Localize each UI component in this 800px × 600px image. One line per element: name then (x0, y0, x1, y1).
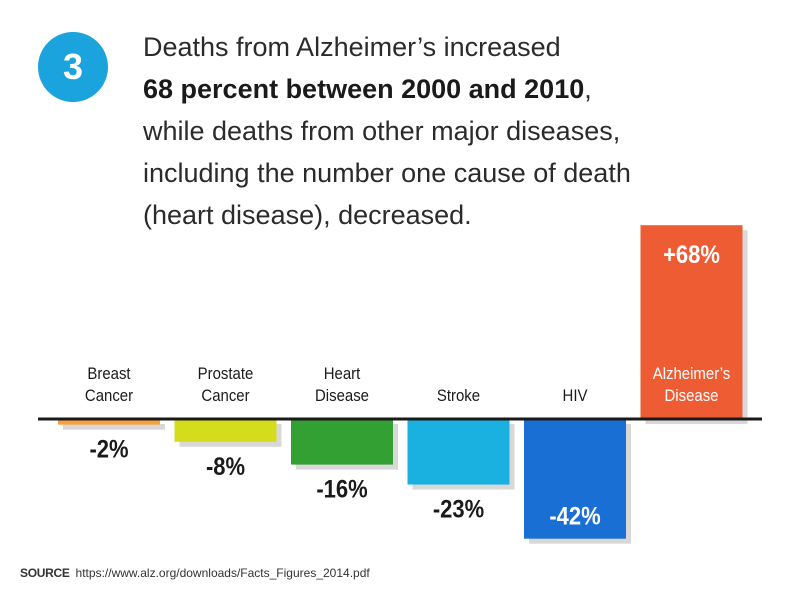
headline-line-4: including the number one cause of death (143, 158, 631, 188)
headline-emphasis: 68 percent between 2000 and 2010 (143, 74, 585, 104)
step-number-badge: 3 (38, 32, 108, 102)
step-number: 3 (62, 46, 84, 87)
value-label-heart-disease: -16% (316, 475, 367, 503)
source-label: SOURCE (20, 566, 70, 580)
headline-line-2-rest: , (584, 74, 592, 104)
value-label-hiv: -42% (549, 502, 600, 530)
category-label-prostate-cancer: Cancer (201, 387, 250, 405)
value-label-prostate-cancer: -8% (206, 453, 245, 481)
headline-line-1: Deaths from Alzheimer’s increased (143, 32, 561, 62)
source-note: SOURCE https://www.alz.org/downloads/Fact… (20, 566, 370, 580)
category-label-heart-disease: Heart (324, 365, 361, 383)
value-label-alzheimer-s-disease: +68% (663, 241, 720, 269)
value-label-breast-cancer: -2% (89, 435, 128, 463)
headline-line-5: (heart disease), decreased. (143, 200, 472, 230)
headline-line-2: 68 percent between 2000 and 2010, (143, 68, 783, 110)
bar-prostate-cancer (174, 419, 277, 442)
bar-stroke (407, 419, 510, 485)
category-label-heart-disease: Disease (315, 387, 369, 405)
category-label-alzheimer-s-disease: Disease (664, 387, 718, 405)
category-label-breast-cancer: Breast (87, 365, 131, 383)
bar-alzheimer-s-disease (640, 225, 743, 419)
headline-line-3: while deaths from other major diseases, (143, 116, 621, 146)
category-label-alzheimer-s-disease: Alzheimer’s (653, 365, 731, 383)
bar-hiv (524, 419, 626, 539)
value-label-stroke: -23% (433, 495, 484, 523)
bar-breast-cancer (58, 419, 160, 425)
bar-heart-disease (291, 419, 393, 465)
headline: Deaths from Alzheimer’s increased 68 per… (143, 26, 783, 236)
bar-shadow-breast-cancer (63, 424, 165, 430)
category-label-prostate-cancer: Prostate (198, 365, 254, 383)
category-label-stroke: Stroke (437, 387, 480, 405)
category-label-breast-cancer: Cancer (85, 387, 134, 405)
category-label-hiv: HIV (563, 387, 588, 405)
source-url[interactable]: https://www.alz.org/downloads/Facts_Figu… (75, 566, 370, 580)
